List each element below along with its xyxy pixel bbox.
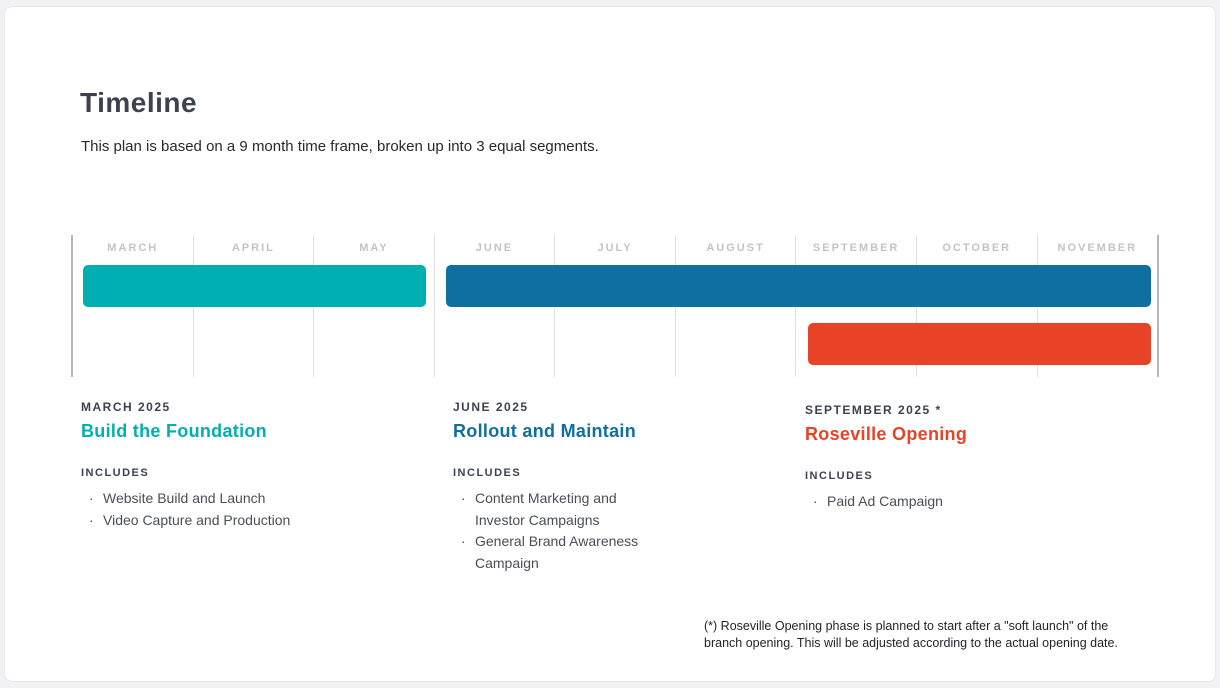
includes-item: Content Marketing and Investor Campaigns xyxy=(453,488,665,531)
month-label: JUNE xyxy=(475,242,514,254)
page-title: Timeline xyxy=(80,87,198,118)
phase-date: MARCH 2025 xyxy=(81,400,171,414)
includes-item: Website Build and Launch xyxy=(81,488,321,510)
phase-date: JUNE 2025 xyxy=(453,400,529,414)
roseville-opening-bar xyxy=(808,323,1151,365)
includes-item: Video Capture and Production xyxy=(81,510,321,532)
phase-title: Rollout and Maintain xyxy=(453,421,636,441)
includes-list: Content Marketing and Investor Campaigns… xyxy=(453,488,665,574)
month-label: MAY xyxy=(359,242,389,254)
phase-rollout-and-maintain: JUNE 2025 Rollout and Maintain INCLUDES … xyxy=(453,400,793,574)
phase-build-the-foundation: MARCH 2025 Build the Foundation INCLUDES… xyxy=(81,400,421,531)
month-label: NOVEMBER xyxy=(1057,242,1138,254)
month-column-november: NOVEMBER xyxy=(1038,235,1158,377)
month-label: APRIL xyxy=(231,242,275,254)
month-label: SEPTEMBER xyxy=(812,242,900,254)
includes-label: INCLUDES xyxy=(81,467,150,479)
month-label: MARCH xyxy=(107,242,159,254)
phase-date: SEPTEMBER 2025 * xyxy=(805,403,942,417)
phase-title: Roseville Opening xyxy=(805,424,968,444)
bars-layer xyxy=(73,235,1157,377)
page-subtitle: This plan is based on a 9 month time fra… xyxy=(81,138,599,155)
includes-list: Website Build and LaunchVideo Capture an… xyxy=(81,488,321,531)
footnote-line: (*) Roseville Opening phase is planned t… xyxy=(704,619,1109,633)
timeline-chart: MARCH APRIL MAY JUNE JULY AUGUST SEPTEMBER OCTO… xyxy=(71,235,1159,377)
footnote-line: branch opening. This will be adjusted ac… xyxy=(704,636,1118,650)
includes-item: General Brand Awareness Campaign xyxy=(453,531,665,574)
phase-roseville-opening: SEPTEMBER 2025 * Roseville Opening INCLU… xyxy=(805,403,1145,513)
month-label: AUGUST xyxy=(706,242,765,254)
month-column-may: MAY xyxy=(314,235,435,377)
month-label: JULY xyxy=(597,242,633,254)
build-the-foundation-bar xyxy=(83,265,426,307)
phase-title: Build the Foundation xyxy=(81,421,267,441)
footnote: (*) Roseville Opening phase is planned t… xyxy=(704,618,1174,652)
includes-item: Paid Ad Campaign xyxy=(805,491,1025,513)
includes-label: INCLUDES xyxy=(805,470,874,482)
rollout-and-maintain-bar xyxy=(445,265,1151,307)
includes-list: Paid Ad Campaign xyxy=(805,491,1025,513)
includes-label: INCLUDES xyxy=(453,467,522,479)
month-label: OCTOBER xyxy=(942,242,1012,254)
slide-card: Timeline This plan is based on a 9 month… xyxy=(4,6,1216,682)
